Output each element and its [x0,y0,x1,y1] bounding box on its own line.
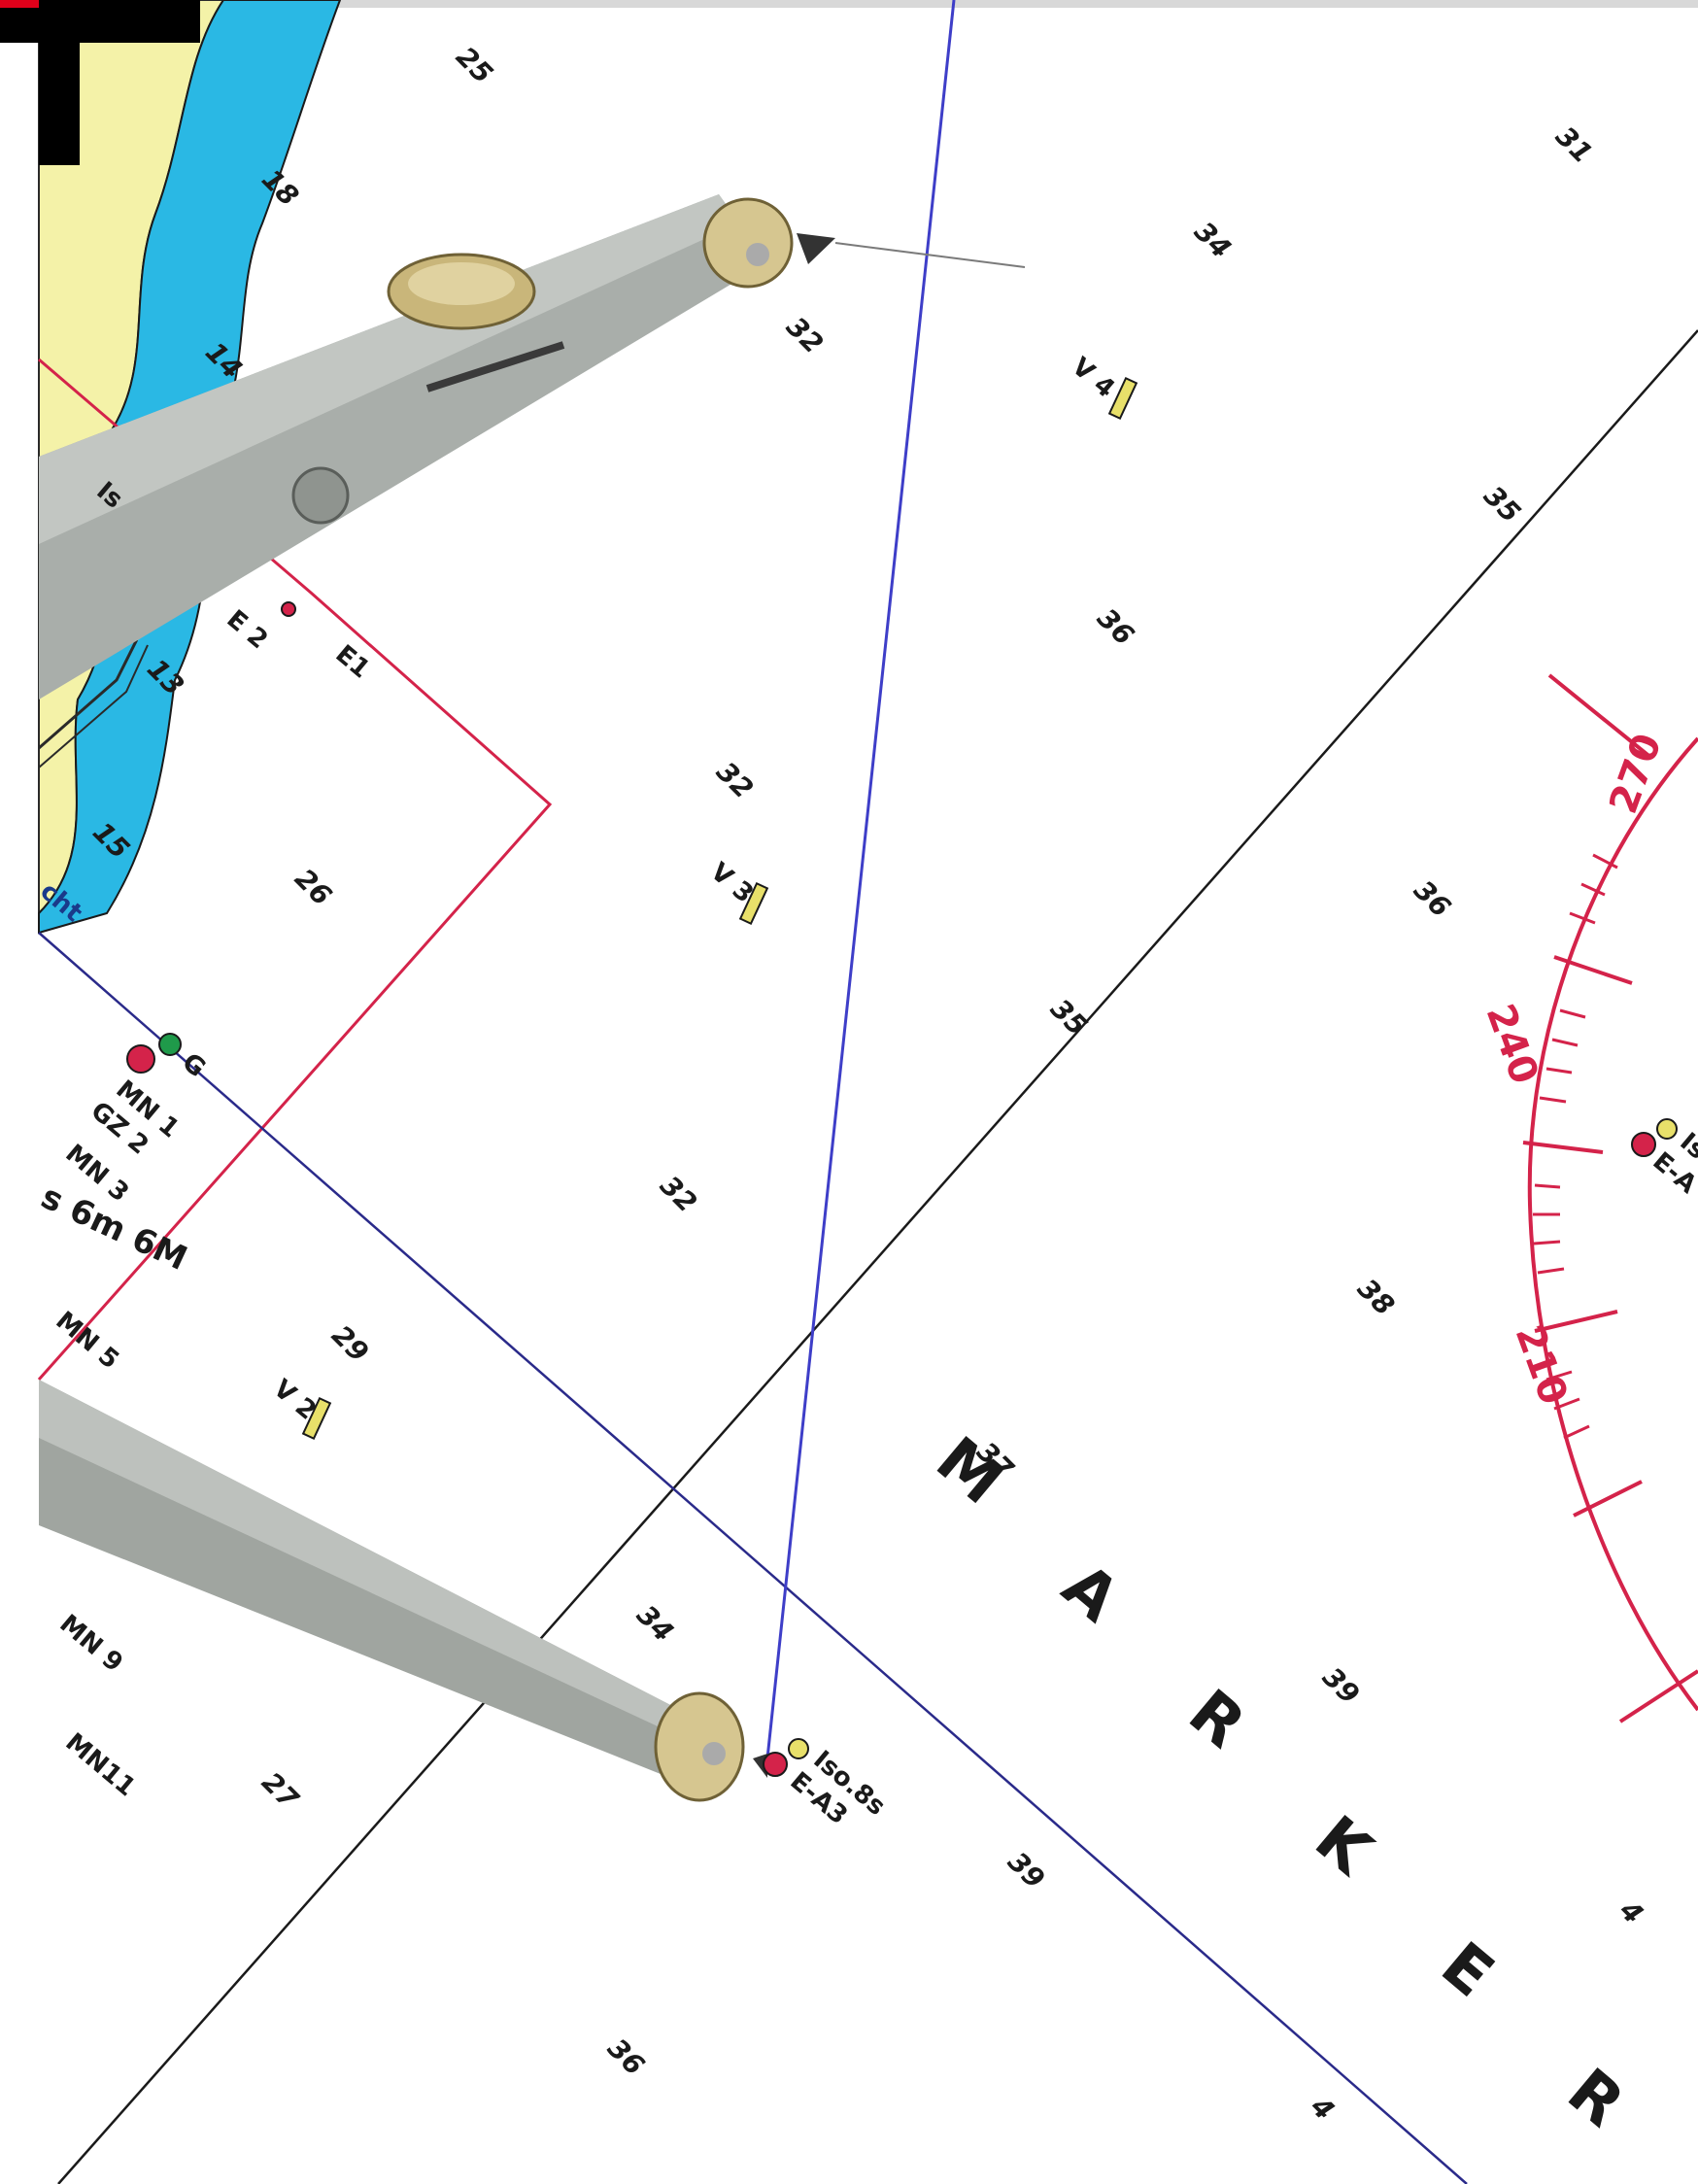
corner-mark-red [0,0,39,8]
dividers-lower-leg [39,1380,767,1802]
harbour-outline-inner [38,644,149,768]
top-edge [0,0,1698,8]
corner-mark-stem [39,0,80,165]
lane-boundary-line [57,329,1698,2184]
plotted-course-line [765,0,956,1759]
dividers-upper-leg [39,194,1026,700]
fairway-line [38,932,1468,2184]
compass-rose-ticks [1533,853,1618,1440]
compass-rose [1522,673,1698,1723]
buoy-symbols [126,377,1678,1777]
page-number: 11 [1585,2044,1613,2073]
